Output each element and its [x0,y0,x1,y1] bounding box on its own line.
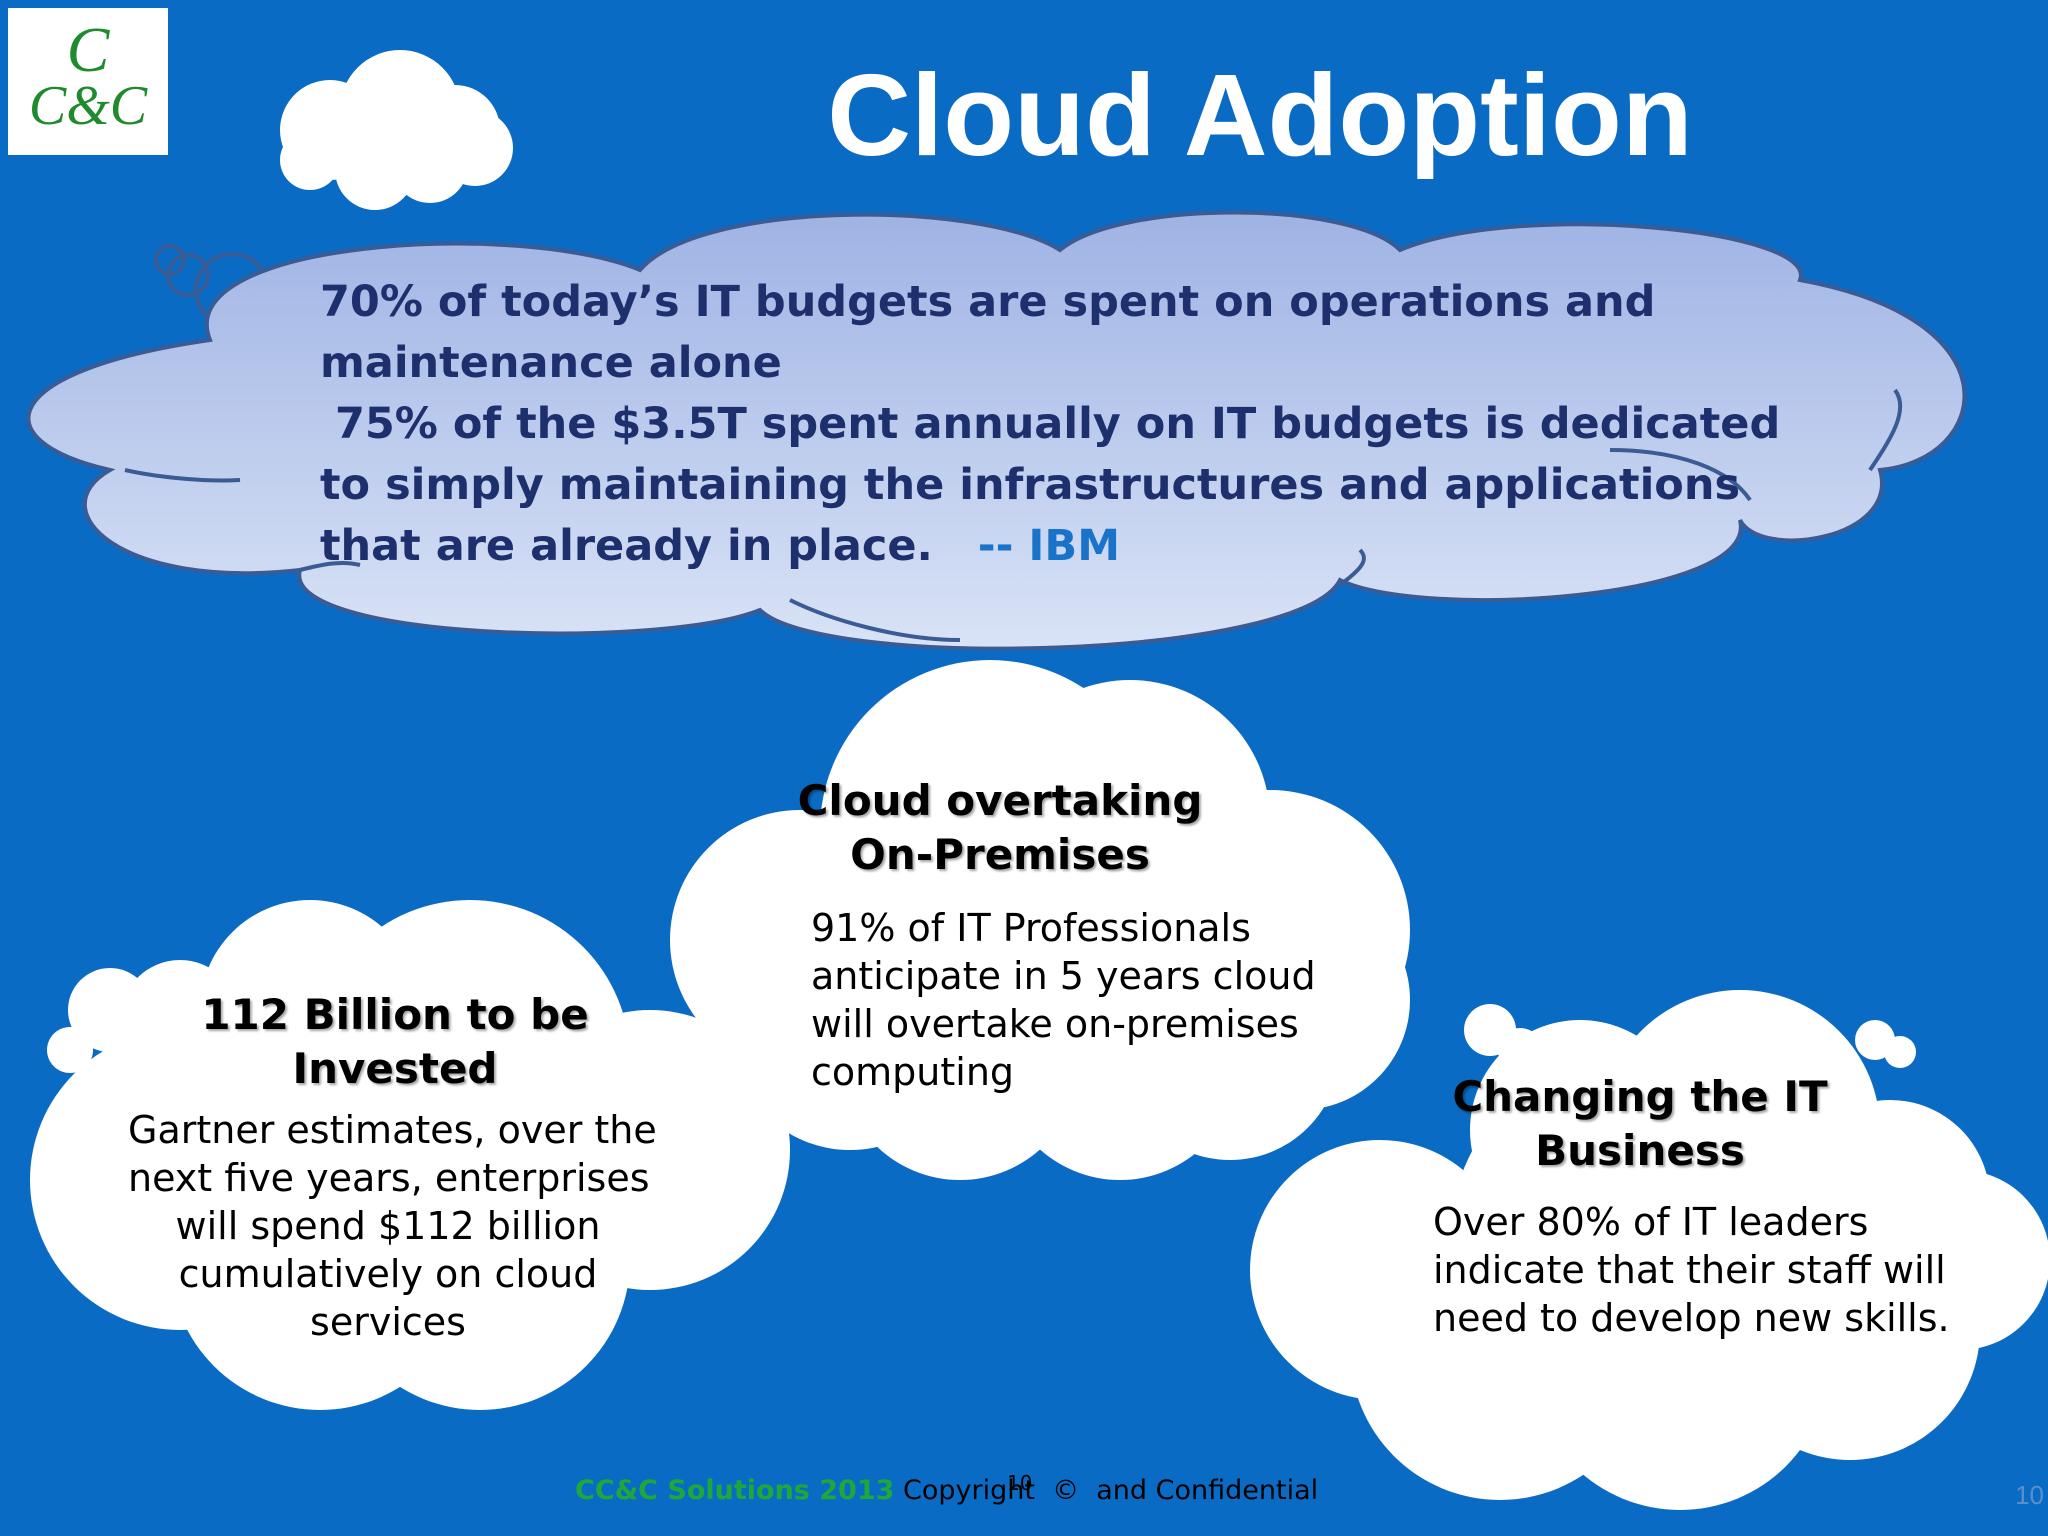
logo-mark-bottom: C&C [28,75,148,137]
body-line: services [310,1300,466,1344]
heading-line: Invested [292,1044,498,1093]
on-premises-heading: Cloud overtaking On-Premises [790,774,1210,882]
decorative-cloud-icon [280,50,513,210]
body-line: will spend $112 billion [175,1204,601,1248]
heading-line: On-Premises [850,830,1150,879]
cloud-shape-on-premises [670,660,1410,1180]
body-line: need to develop new skills. [1433,1296,1950,1340]
body-line: anticipate in 5 years cloud [811,954,1316,998]
quote-line: 70% of today’s IT budgets are spent on o… [320,277,1656,327]
footer-brand: CC&C Solutions 2013 [575,1475,895,1506]
slide-title: Cloud Adoption [827,50,1693,180]
billion-heading: 112 Billion to be Invested [185,988,605,1096]
heading-line: Cloud overtaking [797,776,1203,825]
quote-line: to simply maintaining the infrastructure… [320,460,1741,510]
changing-it-body: Over 80% of IT leaders indicate that the… [1433,1198,1950,1342]
quote-line: that are already in place. [320,521,978,571]
billion-body: Gartner estimates, over the next five ye… [128,1106,657,1346]
footer-copyright: Copyright © and Confidential [894,1475,1319,1506]
footer: CC&C Solutions 2013 Copyright © and Conf… [575,1471,1319,1507]
quote-line: maintenance alone [320,338,782,388]
body-line: Over 80% of IT leaders [1433,1200,1869,1244]
on-premises-body: 91% of IT Professionals anticipate in 5 … [811,904,1316,1096]
cloud-shape-billion [30,900,790,1410]
body-line: Gartner estimates, over the [128,1108,657,1152]
footer-slide-number: 10 [1007,1471,1033,1495]
body-line: next five years, enterprises [128,1156,650,1200]
quote-source: -- IBM [977,521,1120,571]
changing-it-heading: Changing the IT Business [1430,1070,1850,1178]
heading-line: 112 Billion to be [201,990,589,1039]
page-number: 10 [2015,1480,2044,1510]
body-line: cumulatively on cloud [178,1252,598,1296]
quote-cloud-shape [26,210,1967,651]
quote-last-line: that are already in place. -- IBM [320,516,1660,577]
body-line: will overtake on-premises [811,1002,1299,1046]
ibm-quote: 70% of today’s IT budgets are spent on o… [320,272,1781,577]
quote-line: 75% of the $3.5T spent annually on IT bu… [320,399,1781,449]
heading-line: Changing the IT [1452,1072,1828,1121]
body-line: computing [811,1050,1015,1094]
body-line: 91% of IT Professionals [811,906,1251,950]
company-logo: C C&C [8,8,168,155]
heading-line: Business [1535,1126,1745,1175]
cloud-shape-changing-it [1250,990,2048,1510]
body-line: indicate that their staff will [1433,1248,1946,1292]
logo-mark-top: C [66,14,110,85]
